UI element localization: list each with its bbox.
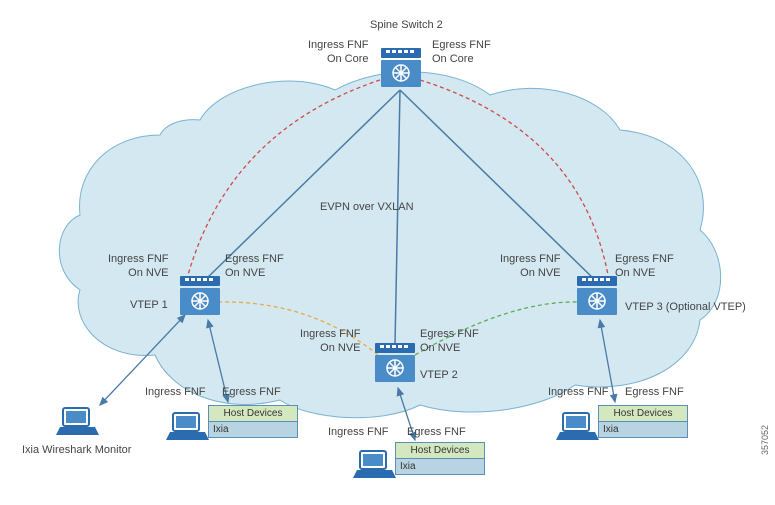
spine-switch-icon — [376, 45, 426, 90]
vtep3-egress-label: Egress FNF On NVE — [615, 252, 674, 281]
vtep1-ingress-label: Ingress FNF On NVE — [108, 252, 169, 281]
vtep1-name-label: VTEP 1 — [130, 298, 168, 312]
vtep3-name-label: VTEP 3 (Optional VTEP) — [625, 300, 746, 314]
host2-laptop-icon — [352, 448, 397, 483]
v3-egress-label: Egress FNF — [625, 385, 684, 399]
vtep2-egress-label: Egress FNF On NVE — [420, 327, 479, 356]
host-box-1: Host Devices Ixia — [208, 405, 298, 438]
host-box-3: Host Devices Ixia — [598, 405, 688, 438]
spine-ingress-label: Ingress FNF On Core — [308, 38, 369, 67]
v1-egress-label: Egress FNF — [222, 385, 281, 399]
host-box-1-bottom: Ixia — [209, 422, 297, 437]
host-box-2-bottom: Ixia — [396, 459, 484, 474]
host-box-2-top: Host Devices — [396, 443, 484, 459]
host-box-3-top: Host Devices — [599, 406, 687, 422]
vtep2-name-label: VTEP 2 — [420, 368, 458, 382]
host-box-2: Host Devices Ixia — [395, 442, 485, 475]
image-id-label: 357052 — [760, 425, 770, 455]
v2-egress-label: Egress FNF — [407, 425, 466, 439]
vtep3-ingress-label: Ingress FNF On NVE — [500, 252, 561, 281]
vtep2-ingress-label: Ingress FNF On NVE — [300, 327, 361, 356]
wireshark-laptop-icon — [55, 405, 100, 440]
network-diagram: Host Devices Ixia Host Devices Ixia Host… — [0, 0, 775, 505]
vtep2-switch-icon — [370, 340, 420, 385]
spine-egress-label: Egress FNF On Core — [432, 38, 491, 67]
vtep1-egress-label: Egress FNF On NVE — [225, 252, 284, 281]
v2-ingress-label: Ingress FNF — [328, 425, 389, 439]
host-box-1-top: Host Devices — [209, 406, 297, 422]
evpn-label: EVPN over VXLAN — [320, 200, 414, 214]
v1-ingress-label: Ingress FNF — [145, 385, 206, 399]
host1-laptop-icon — [165, 410, 210, 445]
host3-laptop-icon — [555, 410, 600, 445]
vtep1-switch-icon — [175, 273, 225, 318]
wireshark-label: Ixia Wireshark Monitor — [22, 443, 131, 457]
host-box-3-bottom: Ixia — [599, 422, 687, 437]
v3-ingress-label: Ingress FNF — [548, 385, 609, 399]
spine-title-label: Spine Switch 2 — [370, 18, 443, 32]
